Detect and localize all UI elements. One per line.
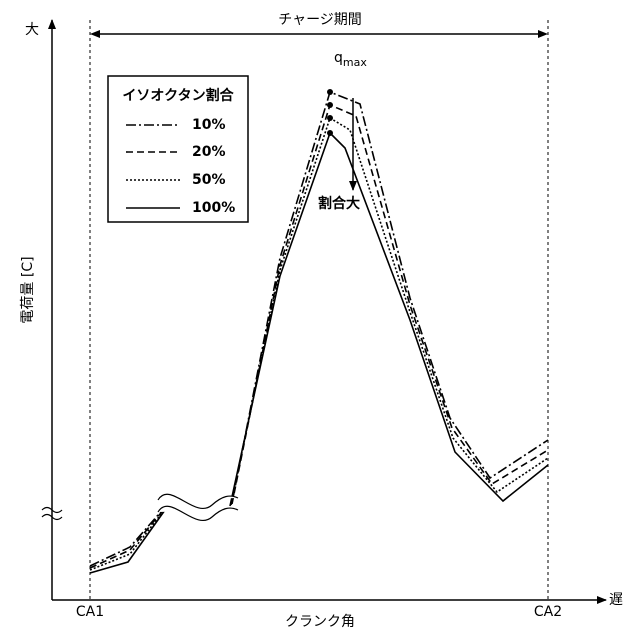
legend-entry: 50% xyxy=(192,172,226,188)
peak-dot xyxy=(327,115,333,121)
peak-q: q xyxy=(334,50,343,66)
peak-sub: max xyxy=(343,56,367,69)
legend-entry: 100% xyxy=(192,200,235,216)
curve-break xyxy=(158,494,238,520)
x-right-label: 遅 xyxy=(609,592,623,608)
x-end-label: CA2 xyxy=(534,604,562,620)
figure: 大 電荷量 [C] 遅 クランク角 CA1 CA2 チャージ期間 qmax 割合… xyxy=(0,0,640,640)
period-label: チャージ期間 xyxy=(278,12,362,28)
peak-dot xyxy=(327,89,333,95)
peak-dot xyxy=(327,102,333,108)
legend-entry: 20% xyxy=(192,144,226,160)
legend-entry: 10% xyxy=(192,117,226,133)
legend-title: イソオクタン割合 xyxy=(122,87,234,104)
peak-label: qmax xyxy=(334,50,367,69)
x-axis-label: クランク角 xyxy=(285,614,355,630)
y-top-label: 大 xyxy=(25,22,39,38)
y-axis-label: 電荷量 [C] xyxy=(20,256,36,323)
trend-label: 割合大 xyxy=(318,195,360,212)
peak-dot xyxy=(327,130,333,136)
x-start-label: CA1 xyxy=(76,604,104,620)
